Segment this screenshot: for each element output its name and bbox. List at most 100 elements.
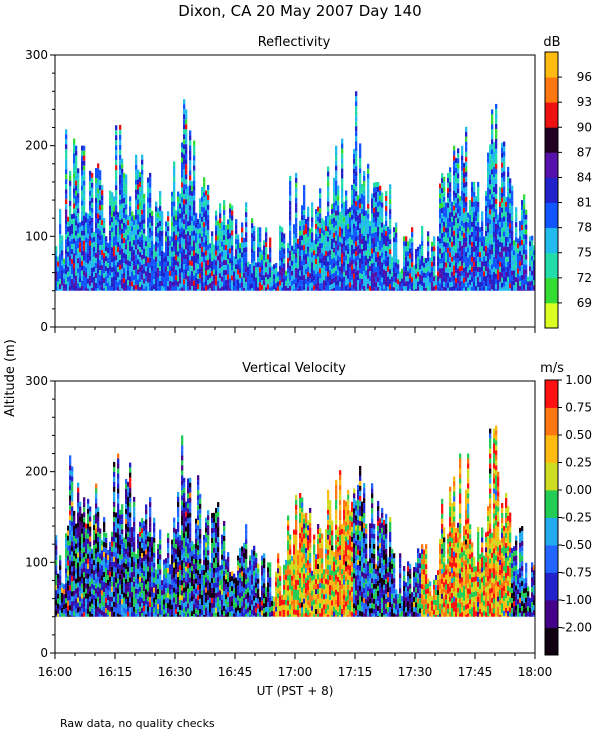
data-cell: [521, 220, 523, 225]
data-cell: [511, 276, 513, 281]
data-cell: [121, 184, 123, 189]
colorbar-swatch: [545, 228, 558, 253]
data-cell: [251, 258, 253, 263]
data-cell: [491, 289, 493, 290]
data-cell: [63, 264, 65, 269]
data-cell: [245, 272, 247, 277]
data-cell: [181, 152, 183, 157]
data-cell: [193, 191, 195, 196]
data-cell: [111, 207, 113, 212]
data-cell: [205, 285, 207, 290]
data-cell: [353, 184, 355, 189]
data-cell: [181, 177, 183, 182]
data-cell: [457, 278, 459, 283]
data-cell: [183, 124, 185, 129]
data-cell: [61, 588, 63, 593]
data-cell: [137, 200, 139, 205]
data-cell: [75, 226, 77, 231]
data-cell: [95, 484, 97, 489]
data-cell: [359, 148, 361, 153]
data-cell: [295, 243, 297, 248]
data-cell: [523, 204, 525, 209]
data-cell: [187, 236, 189, 241]
data-cell: [249, 284, 251, 289]
data-cell: [459, 281, 461, 286]
data-cell: [449, 282, 451, 287]
data-cell: [281, 277, 283, 282]
data-cell: [81, 261, 83, 266]
data-cell: [69, 176, 71, 181]
data-cell: [147, 208, 149, 213]
data-cell: [185, 174, 187, 179]
data-cell: [385, 241, 387, 246]
data-cell: [87, 524, 89, 529]
data-cell: [427, 251, 429, 256]
data-cell: [97, 273, 99, 278]
data-cell: [109, 206, 111, 211]
data-cell: [69, 256, 71, 261]
data-cell: [119, 230, 121, 235]
data-cell: [171, 227, 173, 232]
data-cell: [201, 187, 203, 192]
data-cell: [73, 561, 75, 566]
data-cell: [105, 543, 107, 548]
data-cell: [531, 276, 533, 281]
data-cell: [199, 278, 201, 283]
data-cell: [97, 228, 99, 233]
data-cell: [409, 264, 411, 269]
data-cell: [113, 517, 115, 522]
data-cell: [149, 223, 151, 228]
data-cell: [523, 244, 525, 249]
data-cell: [79, 517, 81, 522]
data-cell: [503, 237, 505, 242]
data-cell: [317, 257, 319, 262]
data-cell: [123, 258, 125, 263]
colorbar-label: 78: [577, 221, 592, 235]
data-cell: [99, 245, 101, 250]
data-cell: [477, 282, 479, 287]
data-cell: [187, 251, 189, 256]
data-cell: [491, 139, 493, 144]
data-cell: [335, 281, 337, 286]
data-cell: [361, 209, 363, 214]
data-cell: [465, 152, 467, 157]
data-cell: [419, 254, 421, 259]
data-cell: [491, 279, 493, 284]
data-cell: [343, 257, 345, 262]
data-cell: [449, 262, 451, 267]
data-cell: [453, 196, 455, 201]
data-cell: [219, 268, 221, 273]
data-cell: [125, 229, 127, 234]
data-cell: [67, 232, 69, 237]
data-cell: [419, 269, 421, 274]
data-cell: [205, 210, 207, 215]
data-cell: [115, 190, 117, 195]
data-cell: [385, 251, 387, 256]
data-cell: [523, 274, 525, 279]
data-cell: [231, 260, 233, 265]
data-cell: [387, 282, 389, 287]
data-cell: [219, 288, 221, 290]
data-cell: [355, 191, 357, 196]
data-cell: [71, 516, 73, 521]
data-cell: [217, 276, 219, 281]
data-cell: [71, 214, 73, 219]
data-cell: [59, 229, 61, 234]
data-cell: [155, 202, 157, 207]
data-cell: [517, 288, 519, 290]
data-cell: [69, 470, 71, 475]
data-cell: [57, 272, 59, 277]
data-cell: [507, 227, 509, 232]
data-cell: [221, 252, 223, 257]
data-cell: [295, 248, 297, 253]
data-cell: [457, 148, 459, 153]
data-cell: [133, 265, 135, 270]
data-cell: [137, 235, 139, 240]
data-cell: [355, 256, 357, 261]
data-cell: [69, 251, 71, 256]
data-cell: [103, 278, 105, 283]
data-cell: [489, 189, 491, 194]
data-cell: [441, 193, 443, 198]
data-cell: [261, 285, 263, 290]
data-cell: [101, 245, 103, 250]
